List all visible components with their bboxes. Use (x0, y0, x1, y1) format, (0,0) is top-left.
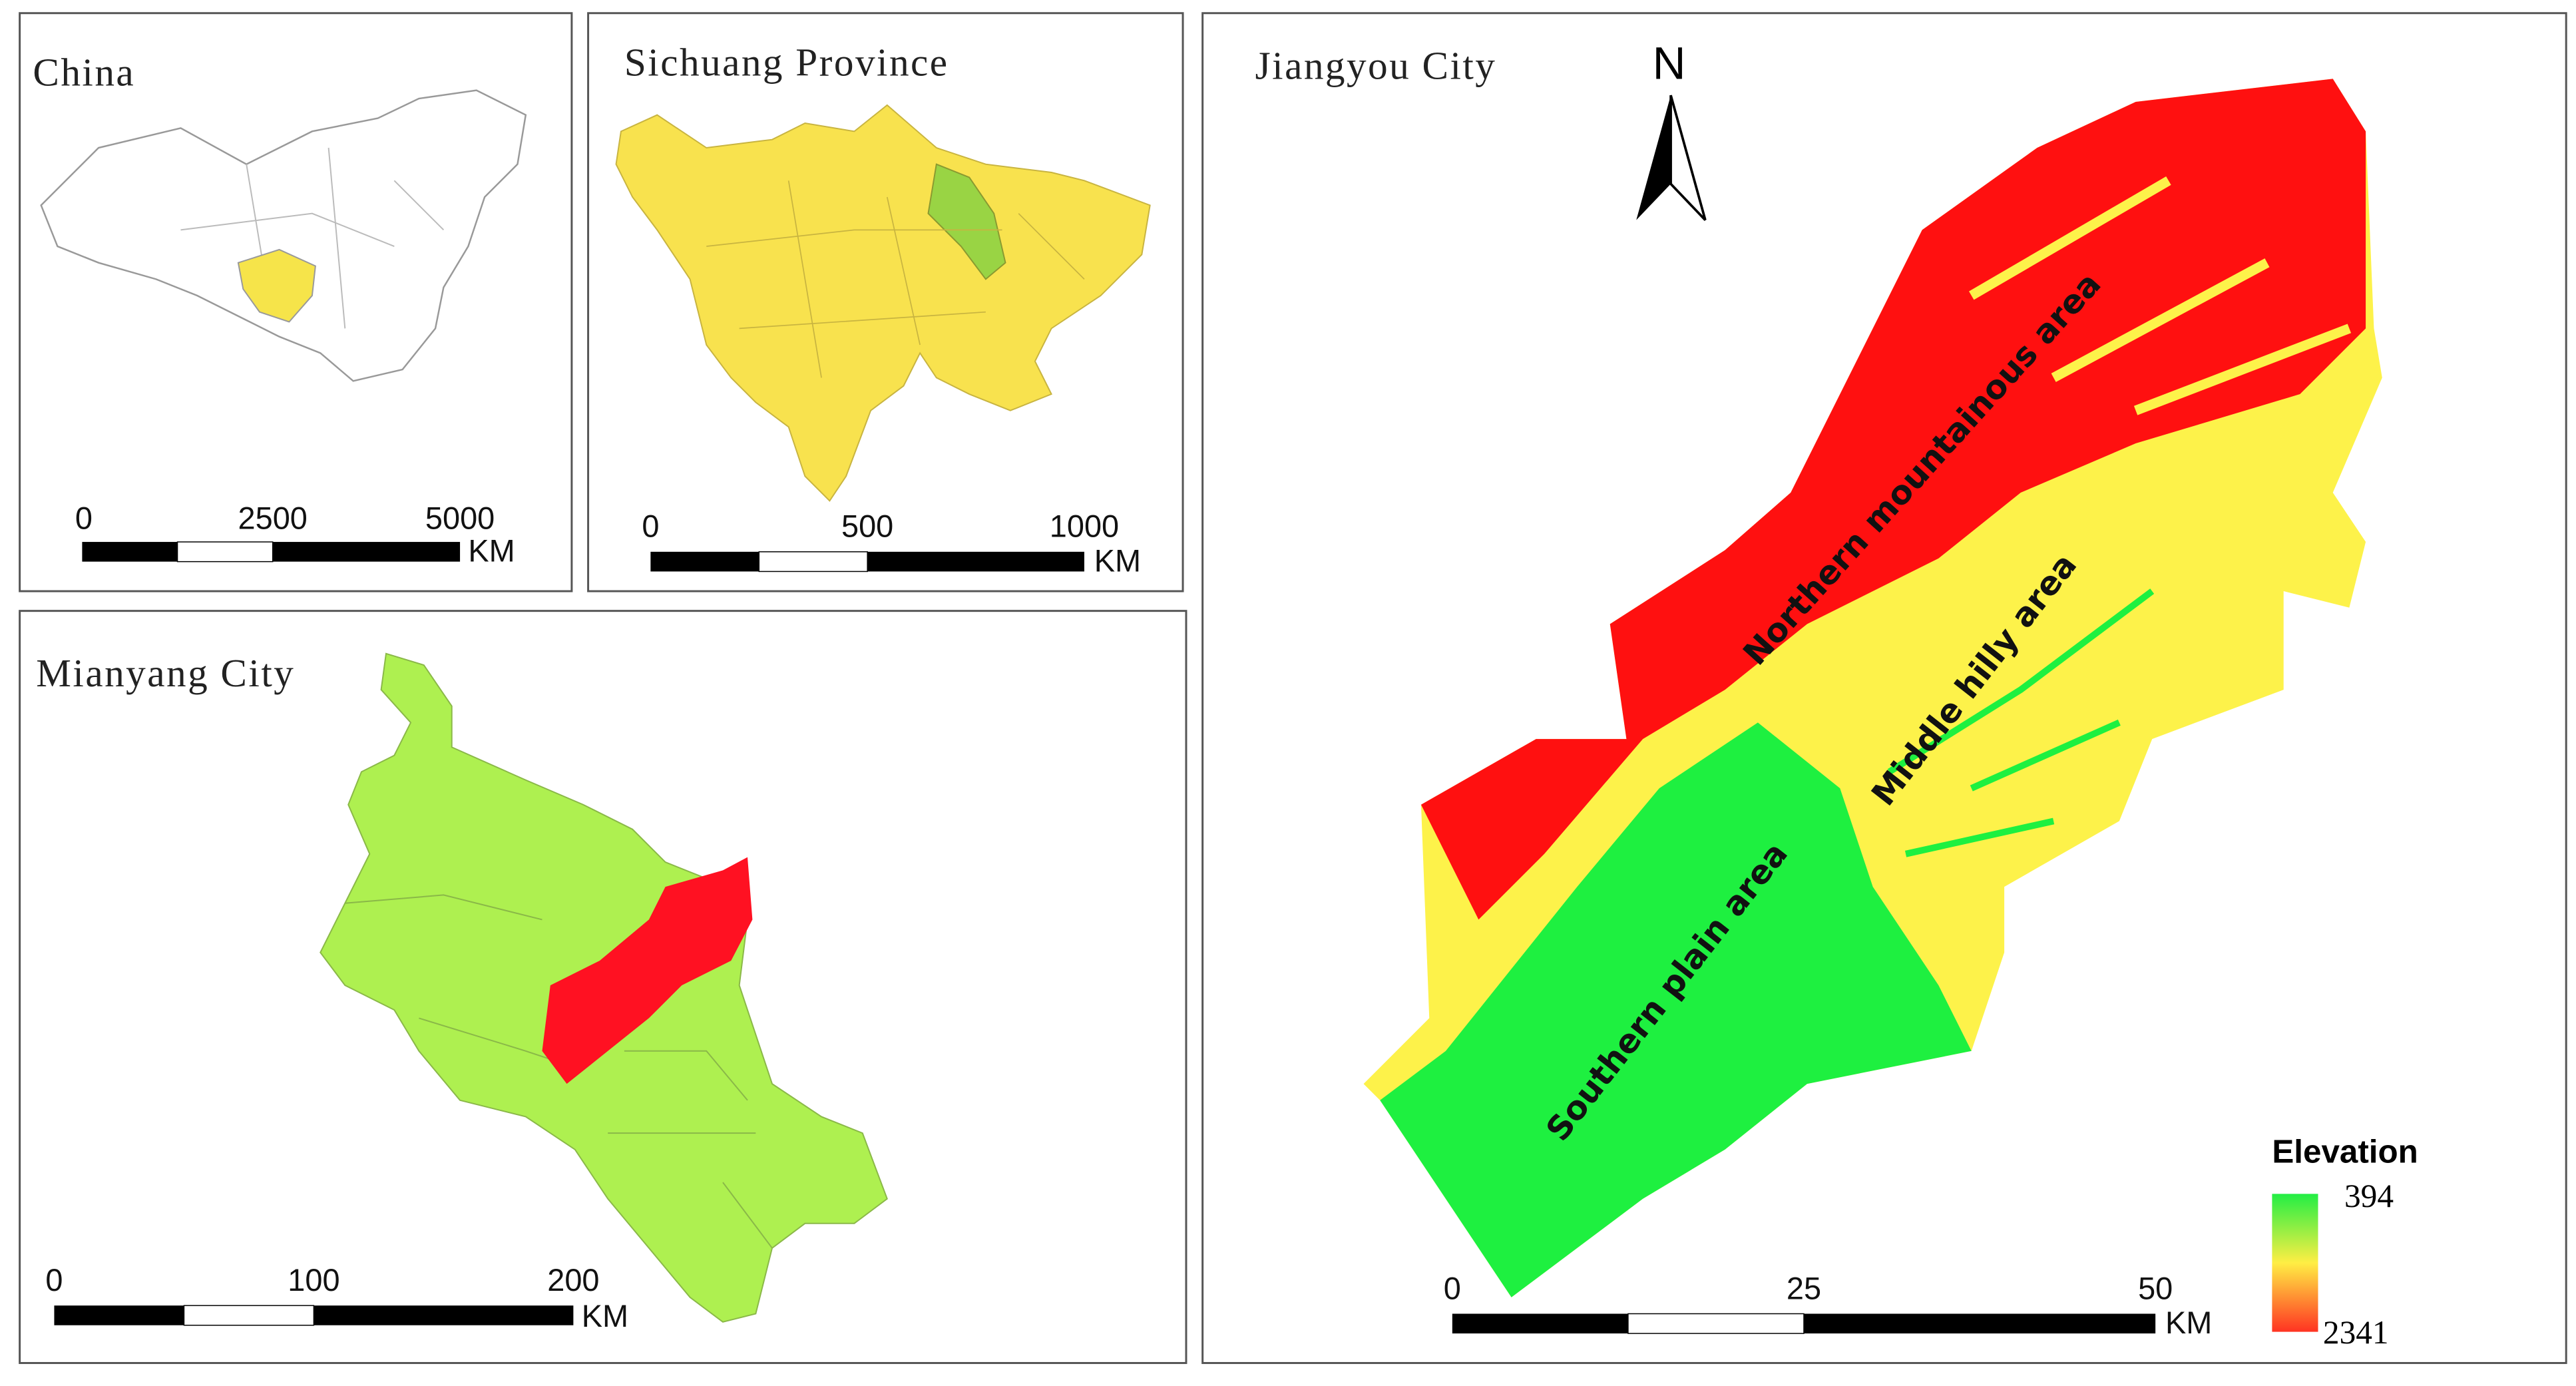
scale-bar (1803, 1313, 2156, 1334)
scale-label: 100 (288, 1263, 339, 1297)
mianyang-highlight (927, 163, 1006, 280)
scale-bar (314, 1305, 574, 1325)
scale-unit: KM (582, 1299, 628, 1333)
scale-label: 200 (547, 1263, 599, 1297)
plain-region (1380, 722, 1972, 1297)
panel-title: Jiangyou City (1255, 43, 1497, 87)
scale-bar (272, 542, 461, 562)
scale-label: 0 (642, 509, 659, 544)
sichuan-highlight (237, 248, 316, 323)
scale-label: 50 (2138, 1271, 2173, 1305)
panel-title: Sichuang Province (624, 40, 949, 84)
panel-title: Mianyang City (36, 651, 295, 695)
county-borders (345, 894, 773, 1249)
valleys (1969, 176, 2352, 415)
china-outline (40, 89, 527, 382)
river-valleys (1887, 588, 2155, 857)
mountain-region (1420, 79, 2366, 920)
scale-unit: KM (2165, 1305, 2212, 1340)
scale-bar (1627, 1313, 1805, 1334)
scale-label: 0 (1444, 1271, 1461, 1305)
scale-label: 25 (1787, 1271, 1821, 1305)
scale-bar (650, 551, 759, 572)
legend-gradient (2272, 1194, 2318, 1332)
scale-bar (867, 551, 1084, 572)
scale-unit: KM (1094, 543, 1141, 578)
scale-label: 0 (75, 501, 93, 535)
scale-bar (176, 541, 274, 563)
city-borders (706, 180, 1085, 378)
scale-label: 1000 (1050, 509, 1119, 544)
legend-title: Elevation (2272, 1134, 2418, 1170)
sichuan-shape (615, 104, 1151, 502)
panel-title: China (33, 50, 135, 94)
scale-bar (1452, 1313, 1628, 1334)
scale-label: 5000 (425, 501, 495, 535)
jiangyou-highlight (542, 857, 753, 1084)
legend-label: 2341 (2323, 1314, 2389, 1351)
scale-label: 500 (841, 509, 893, 544)
china-panel: China 0 2500 5000 KM (19, 12, 573, 592)
scale-bar (183, 1305, 315, 1326)
legend-label: 394 (2344, 1178, 2394, 1214)
north-label: N (1653, 37, 1686, 89)
province-borders (180, 147, 445, 329)
mianyang-panel: Mianyang City 0 100 200 KM (19, 610, 1187, 1364)
scale-label: 2500 (238, 501, 308, 535)
scale-bar (54, 1305, 184, 1325)
jiangyou-panel: Jiangyou City N Northern mountainous are… (1201, 12, 2567, 1364)
scale-bar (758, 551, 868, 573)
scale-unit: KM (468, 534, 515, 569)
sichuan-panel: Sichuang Province 0 500 1000 KM (587, 12, 1184, 592)
scale-bar (82, 542, 178, 562)
scale-label: 0 (45, 1263, 63, 1297)
